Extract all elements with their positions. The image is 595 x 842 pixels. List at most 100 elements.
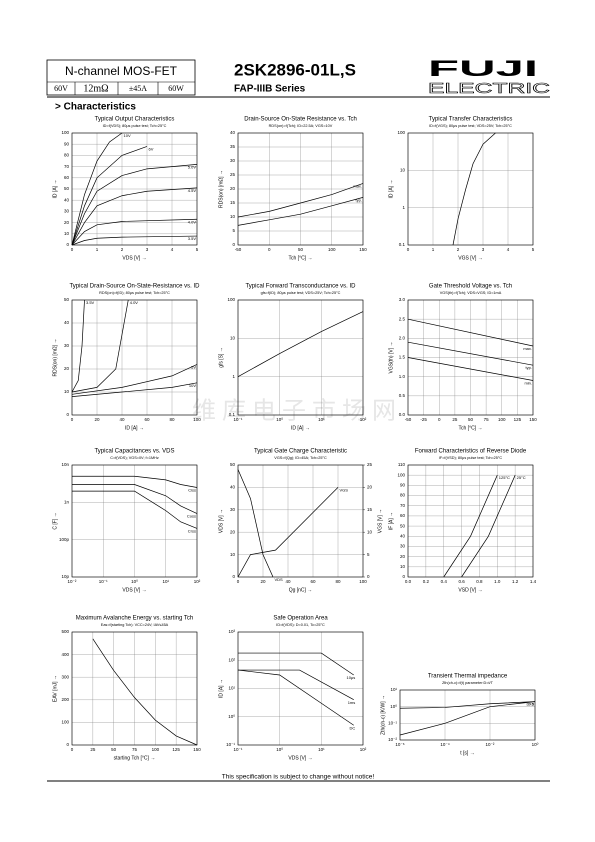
y-tick-label: 80	[400, 493, 406, 498]
y-tick-label: 50	[230, 462, 236, 467]
chart-subtitle: IF=f(VSD); 80μs pulse test; Tch=25°C	[439, 456, 503, 460]
curve	[71, 218, 198, 246]
curve-label: typ.	[356, 197, 362, 202]
x-axis-label: ID [A] →	[125, 425, 144, 431]
x-tick-label: 125	[172, 747, 180, 752]
y-tick-label: 30	[230, 507, 236, 512]
x-axis-label: t [s] →	[460, 750, 474, 756]
y-tick-label: 50	[64, 297, 70, 302]
y-tick-label: 200	[61, 697, 69, 702]
curve	[443, 475, 498, 578]
y-tick-label: 50	[64, 186, 70, 191]
x-tick-label: 80	[169, 417, 175, 422]
x-tick-label: 50	[298, 247, 304, 252]
y-tick-label: 80	[64, 153, 70, 158]
curve	[237, 197, 364, 226]
y-tick-label: 2.0	[399, 336, 406, 341]
curve-label: 0.5	[528, 702, 534, 707]
x-tick-label: 125	[514, 417, 522, 422]
x-axis-label: Qg [nC] →	[289, 587, 313, 593]
curve	[237, 669, 354, 726]
y-tick-label: 25	[230, 172, 236, 177]
curve	[452, 132, 496, 246]
x-tick-label: 10⁻²	[486, 742, 495, 747]
y2-tick-label: 5	[367, 552, 370, 557]
y-tick-label: 100	[397, 130, 405, 135]
curve	[407, 357, 534, 381]
curve	[238, 652, 354, 676]
y2-tick-label: 25	[367, 462, 373, 467]
plot-frame	[237, 631, 364, 746]
y-tick-label: 3.0	[399, 297, 406, 302]
y2-tick-label: 10	[367, 529, 373, 534]
x-tick-label: 100	[152, 747, 160, 752]
y2-tick-label: 20	[367, 485, 373, 490]
curve	[92, 638, 198, 746]
curve-label: 125°C	[499, 475, 510, 480]
y-tick-label: 500	[61, 629, 69, 634]
curve-label: 4.0V	[130, 300, 139, 305]
curve	[71, 299, 85, 393]
y-tick-label: 10¹	[390, 687, 397, 692]
x-axis-label: VDS [V] →	[288, 755, 312, 761]
curve-label: 10μs	[346, 675, 355, 680]
plot-frame	[237, 299, 364, 416]
chart-subtitle: Zth(ch-c)=f(t) parameter:D=t/T	[442, 681, 494, 685]
curve-label: VDS	[275, 577, 284, 582]
y-tick-label: 400	[61, 652, 69, 657]
curve	[71, 235, 198, 246]
x-tick-label: 10²	[360, 417, 367, 422]
plot-frame	[71, 132, 198, 246]
curve	[407, 341, 534, 366]
y-axis-label: VGS(th) [V] →	[388, 342, 394, 374]
chart-title: Typical Gate Charge Characteristic	[254, 449, 347, 455]
x-tick-label: 4	[171, 247, 174, 252]
y-tick-label: 20	[230, 186, 236, 191]
device-type: N-channel MOS-FET	[65, 64, 178, 78]
curve-label: 5V	[191, 364, 196, 369]
x-tick-label: 3	[146, 247, 149, 252]
y-tick-label: 100	[61, 720, 69, 725]
chart-subtitle: gfs=f(ID); 80μs pulse test; VDS=25V; Tch…	[261, 291, 341, 295]
curve	[71, 364, 198, 395]
x-tick-label: 10²	[360, 747, 367, 752]
y-tick-label: 10³	[228, 629, 235, 634]
y-tick-label: 30	[400, 544, 406, 549]
curve	[71, 187, 198, 246]
x-tick-label: 10⁰	[276, 417, 283, 422]
chart-subtitle: VGS(th)=f(Tch); VDS=VGS; ID=1mA	[440, 291, 502, 295]
y-tick-label: 30	[64, 209, 70, 214]
curve	[71, 382, 198, 397]
y-tick-label: 10⁰	[228, 714, 235, 719]
plot-frame	[407, 132, 534, 246]
y-tick-label: 10	[230, 336, 236, 341]
y-tick-label: 10	[64, 389, 70, 394]
y-tick-label: 10	[400, 564, 406, 569]
curve	[71, 164, 198, 246]
y-tick-label: 10	[400, 168, 406, 173]
y-tick-label: 100	[61, 130, 69, 135]
y-tick-label: 10	[64, 231, 70, 236]
y-tick-label: 10¹	[228, 686, 235, 691]
chart-title: Typical Output Characteristics	[95, 117, 175, 123]
curve-label: 1ms	[348, 700, 356, 705]
x-tick-label: 60	[310, 579, 316, 584]
curve-label: 4.5V	[188, 188, 197, 193]
x-tick-label: 1.2	[512, 579, 519, 584]
curve-label: Crss	[188, 528, 196, 533]
y-tick-label: 10⁻¹	[226, 742, 235, 747]
curve-label: 10V	[189, 383, 196, 388]
plot-frame	[71, 631, 198, 746]
curve	[237, 469, 274, 578]
x-tick-label: 10⁻⁶	[395, 742, 404, 747]
footer-note: This specification is subject to change …	[222, 774, 375, 781]
y-axis-label: IF [A] →	[388, 512, 394, 530]
x-tick-label: 25	[90, 747, 96, 752]
x-tick-label: 0	[237, 579, 240, 584]
x-tick-label: 0	[407, 247, 410, 252]
y-tick-label: 35	[230, 144, 236, 149]
y-tick-label: 0.5	[399, 393, 406, 398]
x-tick-label: 1	[96, 247, 99, 252]
y-tick-label: 10	[230, 552, 236, 557]
